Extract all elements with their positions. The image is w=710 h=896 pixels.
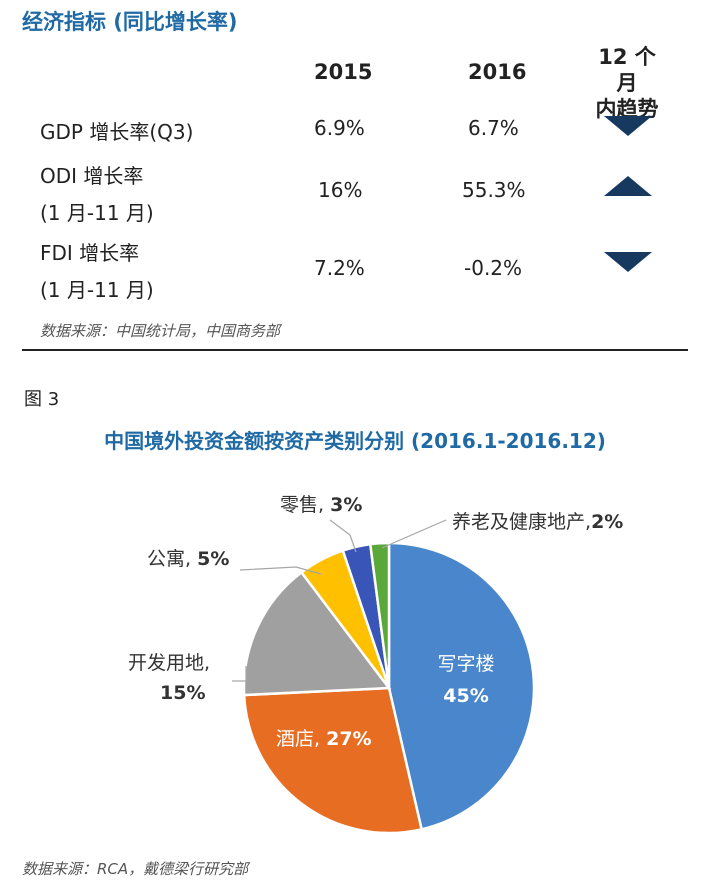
column-header-2015: 2015: [314, 60, 373, 84]
slice-label-retail-value: 3%: [330, 494, 362, 516]
row-odi-2015: 16%: [318, 178, 363, 202]
slice-label-senior-living-sep: ,: [585, 511, 591, 533]
slice-label-land-value: 15%: [160, 682, 205, 704]
slice-label-apartment-value: 5%: [197, 548, 229, 570]
pie-slice-office: [387, 541, 536, 831]
row-fdi-2016: -0.2%: [464, 256, 523, 280]
indicators-title: 经济指标 (同比增长率): [22, 10, 238, 34]
trend-down-icon: [604, 252, 652, 272]
pie-slice-hotel: [242, 686, 424, 835]
figure-label: 图 3: [24, 389, 60, 410]
slice-label-senior-living-value: 2%: [591, 511, 623, 533]
slice-label-hotel-name: 酒店: [276, 728, 314, 750]
row-fdi-label: FDI 增长率: [40, 241, 140, 265]
row-fdi-period: (1 月-11 月): [40, 278, 154, 302]
slice-label-office-name: 写字楼: [437, 653, 494, 675]
row-odi-period: (1 月-11 月): [40, 201, 154, 225]
row-gdp-2015: 6.9%: [314, 116, 365, 140]
row-gdp-label: GDP 增长率(Q3): [40, 120, 194, 144]
slice-label-hotel: 酒店, 27%: [276, 728, 372, 750]
chart-source: 数据来源：RCA，戴德梁行研究部: [22, 860, 249, 878]
leader-line-apartment: [239, 566, 322, 575]
leader-line-land: [232, 666, 247, 682]
row-fdi-2015: 7.2%: [314, 256, 365, 280]
leader-line-retail: [329, 519, 357, 553]
row-odi-label: ODI 增长率: [40, 164, 144, 188]
slice-label-retail: 零售, 3%: [280, 494, 362, 516]
slice-label-hotel-sep: ,: [314, 728, 326, 750]
slice-label-retail-sep: ,: [318, 494, 330, 516]
column-header-trend-line1: 12 个月: [598, 45, 656, 95]
slice-label-land-name: 开发用地: [128, 652, 204, 674]
slice-label-apartment-sep: ,: [185, 548, 197, 570]
row-gdp-2016: 6.7%: [468, 116, 519, 140]
slice-label-land: 开发用地,: [128, 652, 210, 674]
slice-label-retail-name: 零售: [280, 494, 318, 516]
slice-label-land-sep: ,: [204, 652, 210, 674]
slice-label-office-value: 45%: [443, 685, 488, 707]
slice-label-apartment: 公寓, 5%: [147, 548, 229, 570]
slice-label-apartment-name: 公寓: [147, 548, 185, 570]
slice-label-senior-living-name: 养老及健康地产: [452, 511, 585, 533]
column-header-2016: 2016: [468, 60, 527, 84]
trend-up-icon: [604, 176, 652, 196]
trend-down-icon: [604, 116, 652, 136]
slice-label-hotel-value: 27%: [326, 728, 371, 750]
chart-title: 中国境外投资金额按资产类别分别 (2016.1-2016.12): [104, 429, 606, 453]
pie-slice-land: [242, 570, 392, 697]
indicators-source: 数据来源：中国统计局，中国商务部: [40, 322, 281, 340]
section-divider: [22, 349, 688, 351]
slice-label-senior-living: 养老及健康地产,2%: [452, 511, 623, 533]
leader-line-senior-living: [381, 519, 447, 549]
pie-slice-senior-living: [368, 541, 391, 689]
row-odi-2016: 55.3%: [462, 178, 526, 202]
